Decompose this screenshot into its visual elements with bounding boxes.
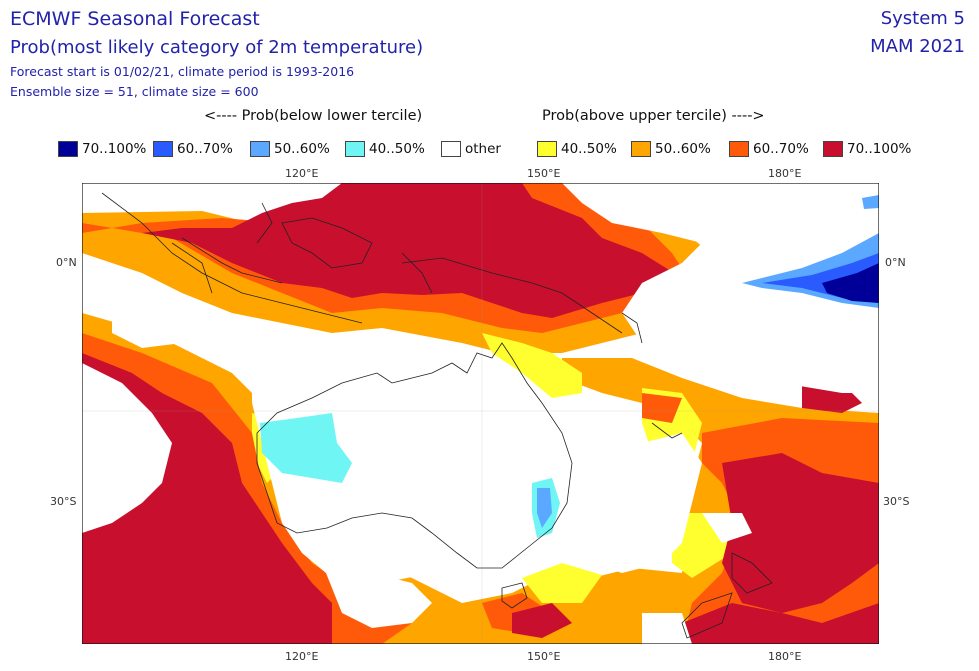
legend-label: 70..100% (847, 141, 912, 157)
legend-label: 60..70% (177, 141, 233, 157)
forecast-title: ECMWF Seasonal Forecast (10, 8, 260, 30)
forecast-map (82, 183, 879, 644)
legend-swatch (153, 141, 173, 157)
above-tercile-label: Prob(above upper tercile) ----> (542, 108, 765, 124)
legend-label: other (465, 141, 501, 157)
lat-label-right-30s: 30°S (883, 495, 910, 508)
season-label: MAM 2021 (870, 36, 965, 57)
coastline (101, 192, 773, 639)
legend-swatch (537, 141, 557, 157)
ensemble-size-text: Ensemble size = 51, climate size = 600 (10, 84, 259, 99)
lon-label-top-150: 150°E (527, 167, 561, 180)
lat-label-right-0: 0°N (885, 256, 906, 269)
legend-label: 60..70% (753, 141, 809, 157)
legend-label: 40..50% (561, 141, 617, 157)
legend-label: 40..50% (369, 141, 425, 157)
system-label: System 5 (880, 8, 965, 29)
legend-swatch (250, 141, 270, 157)
lon-label-bottom-150: 150°E (527, 650, 561, 663)
legend-label: 50..60% (274, 141, 330, 157)
lon-label-bottom-120: 120°E (285, 650, 319, 663)
legend-swatch (441, 141, 461, 157)
lon-label-top-180: 180°E (768, 167, 802, 180)
prob-below-blue-area (537, 195, 879, 528)
legend-swatch (823, 141, 843, 157)
lon-label-top-120: 120°E (285, 167, 319, 180)
graticule (82, 183, 879, 644)
lat-label-left-30s: 30°S (50, 495, 77, 508)
forecast-start-text: Forecast start is 01/02/21, climate peri… (10, 64, 355, 79)
legend-swatch (345, 141, 365, 157)
legend-label: 50..60% (655, 141, 711, 157)
forecast-subtitle: Prob(most likely category of 2m temperat… (10, 37, 424, 58)
lat-label-left-0: 0°N (56, 256, 77, 269)
legend-label: 70..100% (82, 141, 147, 157)
legend-swatch (58, 141, 78, 157)
legend-swatch (729, 141, 749, 157)
legend-swatch (631, 141, 651, 157)
below-tercile-label: <---- Prob(below lower tercile) (204, 108, 423, 124)
lon-label-bottom-180: 180°E (768, 650, 802, 663)
